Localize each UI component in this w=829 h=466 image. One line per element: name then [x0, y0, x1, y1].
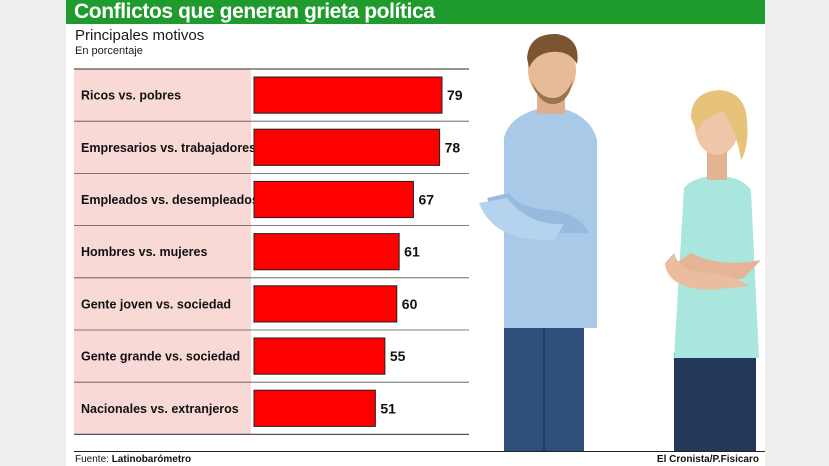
category-label: Ricos vs. pobres [81, 89, 181, 103]
value-label: 51 [380, 400, 396, 416]
value-label: 61 [404, 244, 420, 260]
value-label: 79 [447, 87, 463, 103]
category-label: Gente grande vs. sociedad [81, 350, 240, 364]
right-margin [765, 0, 829, 466]
category-label: Empresarios vs. trabajadores [81, 141, 256, 155]
credit-note: El Cronista/P.Fisicaro [656, 454, 759, 465]
unit-note: En porcentaje [75, 45, 143, 57]
category-label: Empleados vs. desempleados [81, 193, 259, 207]
title-bar: Conflictos que generan grieta política [66, 0, 765, 24]
value-label: 78 [445, 139, 461, 155]
category-label: Gente joven vs. sociedad [81, 297, 231, 311]
value-label: 67 [418, 192, 434, 208]
left-margin [0, 0, 66, 466]
page-title: Conflictos que generan grieta política [74, 0, 435, 23]
bar [253, 337, 386, 375]
category-label: Hombres vs. mujeres [81, 245, 207, 259]
couple-photo-icon [479, 33, 761, 451]
bar [253, 128, 441, 166]
infographic-card: Conflictos que generan grieta política P… [66, 0, 765, 466]
chart-subtitle: Principales motivos [75, 27, 205, 44]
value-label: 60 [402, 296, 418, 312]
footer-divider [74, 451, 765, 452]
woman-figure [665, 90, 761, 451]
value-label: 55 [390, 348, 406, 364]
man-figure [479, 33, 597, 451]
source-label: Fuente: [75, 454, 109, 465]
bar [253, 76, 443, 114]
bar-chart: Ricos vs. pobres 79 Empresarios vs. trabaj… [74, 68, 469, 435]
bar [253, 180, 414, 219]
source-note: Fuente: Latinobarómetro [75, 454, 191, 465]
source-name: Latinobarómetro [111, 454, 192, 465]
bar [253, 285, 398, 323]
bar [253, 233, 400, 271]
label-column-bg [74, 69, 251, 435]
bar [253, 389, 376, 427]
category-label: Nacionales vs. extranjeros [81, 402, 239, 416]
